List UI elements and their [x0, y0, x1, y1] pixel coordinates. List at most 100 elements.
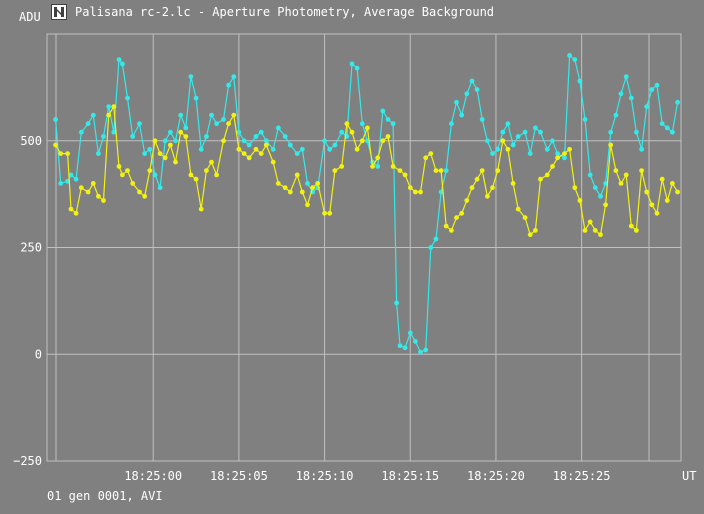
data-point	[231, 74, 237, 80]
data-point	[510, 142, 516, 148]
data-point	[469, 78, 475, 84]
data-point	[332, 168, 338, 174]
title-bar: Palisana rc-2.lc - Aperture Photometry, …	[0, 0, 704, 24]
data-point	[85, 189, 91, 195]
data-point	[500, 138, 506, 144]
data-point	[349, 129, 355, 135]
data-point	[101, 198, 106, 203]
data-point	[322, 210, 327, 216]
data-point	[485, 193, 490, 199]
data-point	[664, 125, 670, 131]
data-point	[183, 125, 189, 131]
window-title: Palisana rc-2.lc - Aperture Photometry, …	[75, 5, 495, 19]
data-point	[397, 343, 403, 349]
data-point	[385, 134, 391, 139]
data-point	[433, 168, 439, 174]
data-point	[390, 164, 396, 169]
data-point	[459, 210, 465, 216]
data-point	[538, 129, 543, 135]
data-point	[649, 202, 655, 208]
data-point	[550, 164, 555, 169]
data-point	[613, 112, 619, 118]
data-point	[90, 112, 96, 118]
data-point	[438, 189, 444, 195]
data-point	[505, 121, 511, 127]
data-point	[500, 129, 506, 135]
data-point	[120, 61, 125, 67]
data-point	[58, 181, 64, 186]
data-point	[78, 129, 84, 135]
data-point	[479, 168, 485, 174]
data-point	[339, 129, 345, 135]
data-point	[443, 223, 449, 229]
y-tick-label: 0	[35, 347, 42, 361]
data-point	[53, 117, 58, 122]
data-point	[310, 185, 315, 191]
data-point	[654, 210, 660, 216]
data-point	[142, 151, 148, 157]
x-tick-label: 18:25:00	[124, 469, 182, 483]
data-point	[188, 74, 194, 80]
data-point	[101, 134, 106, 139]
data-point	[544, 146, 550, 152]
data-point	[152, 172, 158, 178]
data-point	[168, 129, 173, 135]
chart-labels: 500 250 0 −250 18:25:00 18:25:05 18:25:10 18:25…	[13, 10, 696, 483]
data-point	[111, 129, 117, 135]
data-point	[464, 91, 470, 97]
data-point	[339, 164, 345, 169]
plot-frame	[46, 33, 682, 462]
data-point	[349, 61, 355, 67]
data-point	[183, 134, 189, 139]
data-point	[322, 138, 327, 144]
data-point	[533, 228, 538, 233]
data-point	[654, 82, 660, 88]
data-point	[613, 168, 619, 174]
y-tick-label: −250	[13, 454, 42, 468]
data-point	[634, 228, 639, 233]
data-point	[538, 176, 543, 182]
data-point	[198, 146, 204, 152]
data-point	[282, 134, 288, 139]
chart-series	[53, 53, 680, 355]
data-point	[634, 129, 639, 135]
data-point	[449, 121, 454, 127]
data-point	[385, 117, 391, 122]
data-point	[270, 146, 276, 152]
y-tick-label: 500	[20, 134, 42, 148]
data-point	[162, 138, 168, 144]
data-point	[157, 185, 163, 191]
data-point	[423, 155, 429, 161]
app-logo-icon	[51, 4, 67, 20]
data-point	[226, 82, 232, 88]
data-point	[253, 134, 259, 139]
data-point	[413, 189, 418, 195]
data-point	[428, 245, 434, 250]
data-point	[598, 193, 603, 199]
data-point	[365, 125, 370, 131]
data-point	[608, 142, 614, 148]
data-point	[454, 99, 459, 105]
data-point	[65, 151, 70, 157]
series-line	[55, 54, 679, 353]
data-point	[659, 121, 665, 127]
data-point	[402, 172, 408, 178]
data-point	[130, 134, 136, 139]
data-point	[116, 164, 122, 169]
data-point	[359, 121, 365, 127]
series-1	[53, 53, 680, 355]
data-point	[505, 146, 511, 152]
data-point	[527, 232, 533, 238]
x-tick-label: 18:25:25	[553, 469, 611, 483]
data-point	[294, 172, 300, 178]
data-point	[263, 142, 269, 148]
data-point	[397, 168, 403, 174]
data-point	[178, 112, 184, 118]
data-point	[241, 138, 247, 144]
data-point	[479, 117, 485, 122]
data-point	[204, 134, 209, 139]
data-point	[152, 138, 158, 144]
data-point	[572, 185, 578, 191]
data-point	[490, 151, 495, 157]
data-point	[608, 129, 614, 135]
